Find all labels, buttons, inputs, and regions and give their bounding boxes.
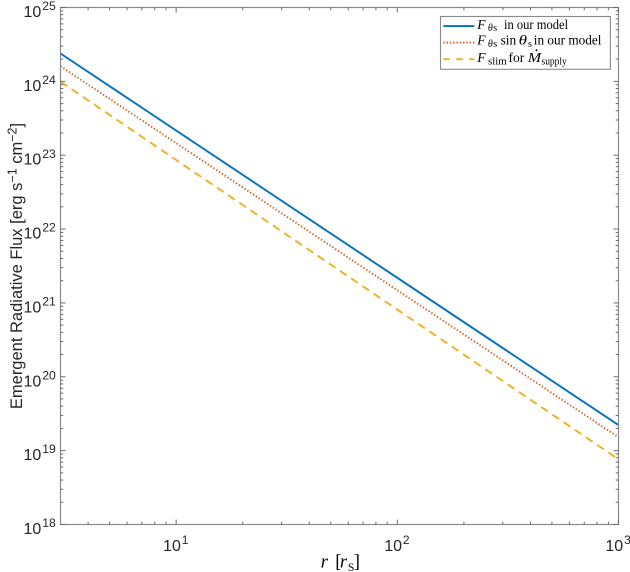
svg-text:10: 10 <box>163 538 181 555</box>
svg-text:supply: supply <box>542 56 567 67</box>
svg-text:F: F <box>476 17 486 32</box>
svg-text:20: 20 <box>42 368 56 382</box>
svg-text:10: 10 <box>24 521 42 538</box>
svg-text:19: 19 <box>42 442 56 456</box>
svg-text:θ: θ <box>488 39 493 50</box>
svg-text:25: 25 <box>42 0 56 13</box>
svg-text:10: 10 <box>24 373 42 390</box>
svg-text:slim: slim <box>488 56 507 67</box>
svg-text:10: 10 <box>605 538 623 555</box>
svg-text:]: ] <box>354 551 360 572</box>
svg-text:22: 22 <box>42 221 56 235</box>
svg-text:23: 23 <box>42 147 56 161</box>
svg-text:θ: θ <box>519 33 528 48</box>
svg-text:s: s <box>493 39 497 50</box>
svg-text:24: 24 <box>42 73 56 87</box>
svg-text:r: r <box>321 551 329 572</box>
svg-text:10: 10 <box>24 152 42 169</box>
svg-text:[: [ <box>335 551 341 572</box>
svg-text:for: for <box>509 50 525 65</box>
svg-text:1: 1 <box>182 533 189 547</box>
svg-text:10: 10 <box>24 4 42 21</box>
svg-text:10: 10 <box>24 78 42 95</box>
svg-text:F: F <box>476 50 486 65</box>
svg-text:10: 10 <box>24 447 42 464</box>
svg-text:in our model: in our model <box>534 33 602 48</box>
svg-text:F: F <box>476 33 486 48</box>
svg-text:Emergent Radiative Flux [erg s: Emergent Radiative Flux [erg s−1 cm−2] <box>5 123 26 409</box>
svg-text:in our model: in our model <box>504 17 568 32</box>
svg-text:2: 2 <box>403 533 410 547</box>
svg-text:s: s <box>528 39 532 50</box>
svg-text:S: S <box>348 562 354 572</box>
svg-text:s: s <box>493 23 497 34</box>
svg-text:10: 10 <box>24 226 42 243</box>
svg-text:M: M <box>527 50 542 65</box>
svg-text:10: 10 <box>24 299 42 316</box>
svg-text:r: r <box>340 551 348 572</box>
svg-text:3: 3 <box>624 533 630 547</box>
svg-text:sin: sin <box>501 33 517 48</box>
svg-text:θ: θ <box>488 23 493 34</box>
svg-text:21: 21 <box>42 295 56 309</box>
svg-text:18: 18 <box>42 516 56 530</box>
svg-text:10: 10 <box>384 538 402 555</box>
